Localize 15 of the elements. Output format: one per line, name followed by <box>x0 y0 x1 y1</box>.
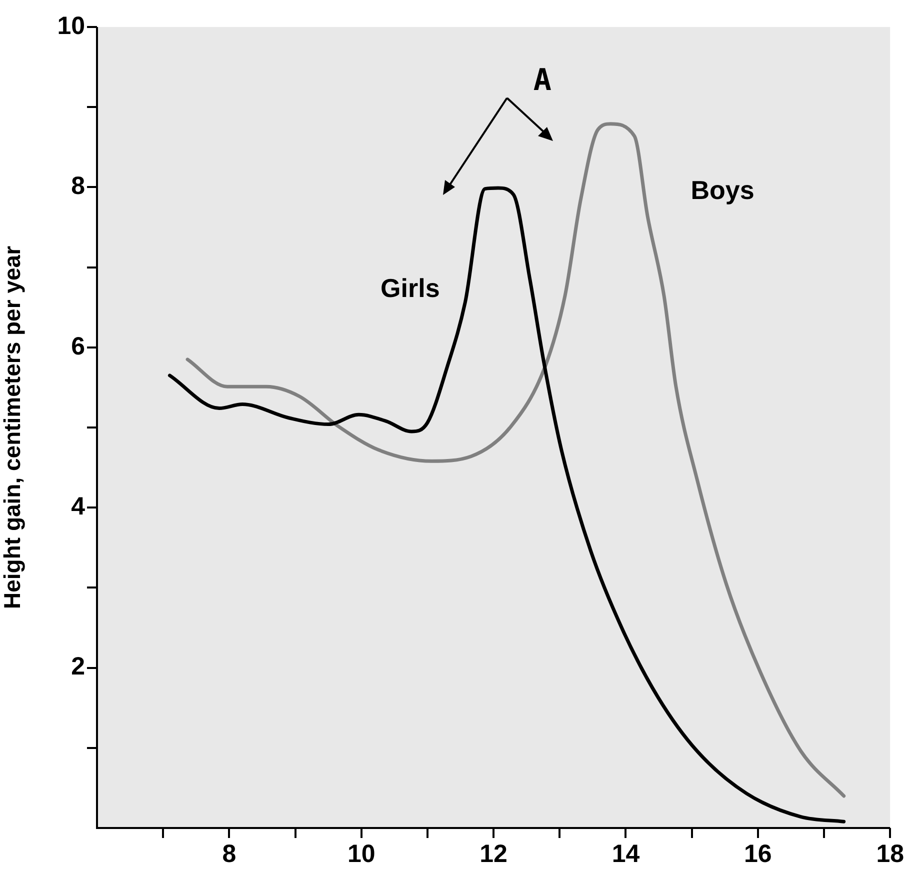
x-tick-label: 10 <box>347 840 376 868</box>
y-tick-label: 10 <box>57 12 85 40</box>
annotation: A <box>533 62 552 98</box>
x-tick-label: 16 <box>744 840 772 868</box>
x-tick-label: 8 <box>222 840 236 868</box>
y-tick-label: 8 <box>71 172 86 200</box>
x-tick-label: 14 <box>612 840 640 868</box>
series-label: Boys <box>690 175 754 206</box>
series-label: Girls <box>380 273 440 304</box>
x-tick-label: 12 <box>480 840 508 868</box>
y-tick-label: 6 <box>71 332 85 360</box>
y-axis-title: Height gain, centimeters per year <box>0 246 26 610</box>
x-tick-label: 18 <box>876 840 904 868</box>
y-tick-label: 2 <box>71 652 85 681</box>
y-tick-label: 4 <box>71 492 86 520</box>
